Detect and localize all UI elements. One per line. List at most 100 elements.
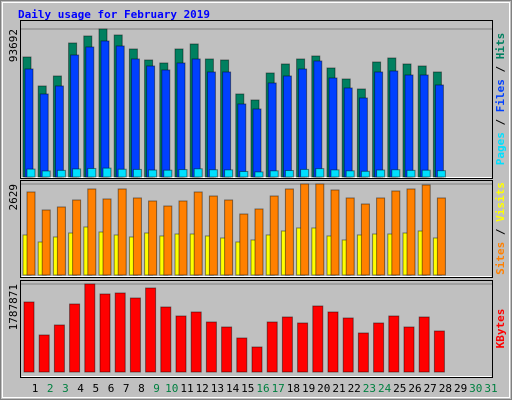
bar [160,306,172,373]
bar [406,169,416,178]
bar [193,168,203,178]
x-tick-label: 15 [241,382,254,395]
bar [406,188,416,276]
bar [330,169,340,178]
bar [436,197,446,276]
bar [102,198,112,276]
bar [284,170,294,178]
x-tick-label: 11 [180,382,193,395]
legend-entry: Visits [494,182,507,222]
legend-entry: Hits [494,33,507,60]
x-tick-label: 8 [138,382,145,395]
bar [239,170,249,178]
legend-entry: Files [494,79,507,112]
bar [360,203,370,276]
x-tick-label: 19 [302,382,315,395]
bar [114,292,126,373]
bar [117,188,127,276]
x-tick-label: 18 [287,382,300,395]
bar [421,169,431,178]
x-tick-label: 22 [348,382,361,395]
legend: Sites / Visits [494,182,507,275]
bar [282,75,292,178]
bar [418,316,430,373]
bar [404,74,414,178]
bar [129,297,141,373]
bar [281,316,293,373]
bar [376,197,386,276]
bar [297,322,309,373]
bar [315,183,325,276]
bar [85,46,95,178]
y-tick-label: 2629 [7,184,20,211]
bar [193,191,203,276]
bar [360,170,370,178]
x-tick-label: 25 [393,382,406,395]
bar [236,337,248,373]
legend-entry: Sites [494,242,507,275]
legend-entry: Pages [494,132,507,165]
bar [99,293,111,373]
bar [300,183,310,276]
bar [300,168,310,178]
bar [224,199,234,276]
bar [39,93,49,178]
bar [221,326,233,373]
x-tick-label: 14 [226,382,240,395]
x-tick-label: 28 [439,382,452,395]
x-tick-label: 10 [165,382,178,395]
bar [132,197,142,276]
bar [146,65,156,178]
bar [161,69,171,178]
bar [56,169,66,178]
bar [190,311,202,373]
legend-separator: / [494,59,507,79]
bar [357,332,369,373]
x-tick-label: 31 [484,382,497,395]
bar [313,60,323,178]
bar [41,170,51,178]
bar [315,168,325,178]
bar [269,195,279,276]
legend-separator: / [494,222,507,242]
bar [419,74,429,178]
x-tick-label: 1 [32,382,39,395]
bar [23,301,35,373]
bar [178,200,188,276]
x-tick-label: 27 [424,382,437,395]
bar [206,71,216,178]
x-tick-label: 6 [108,382,115,395]
x-tick-label: 4 [77,382,84,395]
bar [376,169,386,178]
y-tick-label: 93692 [7,29,20,62]
bar [374,71,384,178]
bar [178,169,188,178]
bar [41,209,51,276]
bar [237,103,247,178]
x-tick-label: 7 [123,382,130,395]
bar [148,169,158,178]
bar [208,169,218,178]
x-tick-label: 16 [256,382,269,395]
bar [87,188,97,276]
legend-separator: / [494,112,507,132]
bar [436,170,446,178]
bar [388,315,400,373]
bar [145,287,157,373]
bar [298,68,308,178]
bar [421,184,431,276]
x-tick-label: 3 [62,382,69,395]
bar [191,58,201,178]
bar [239,213,249,276]
chart-title: Daily usage for February 2019 [18,8,210,21]
bar [148,200,158,276]
bar [54,85,64,178]
x-tick-label: 26 [408,382,421,395]
x-tick-label: 13 [211,382,224,395]
x-tick-label: 20 [317,382,330,395]
bar [87,167,97,178]
x-tick-label: 5 [92,382,99,395]
bar [433,330,445,373]
bar [176,62,186,178]
